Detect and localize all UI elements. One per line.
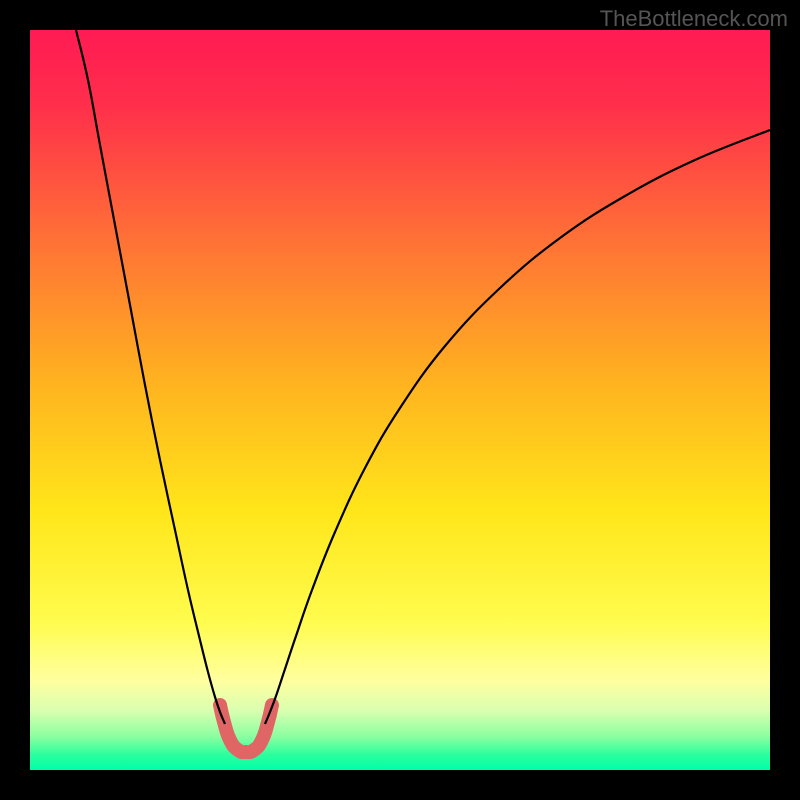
frame-bar [770, 0, 800, 800]
watermark-text: TheBottleneck.com [600, 6, 788, 32]
chart-svg [0, 0, 800, 800]
frame-bar [0, 770, 800, 800]
plot-background [30, 30, 770, 770]
chart-frame: TheBottleneck.com [0, 0, 800, 800]
frame-bar [0, 0, 30, 800]
